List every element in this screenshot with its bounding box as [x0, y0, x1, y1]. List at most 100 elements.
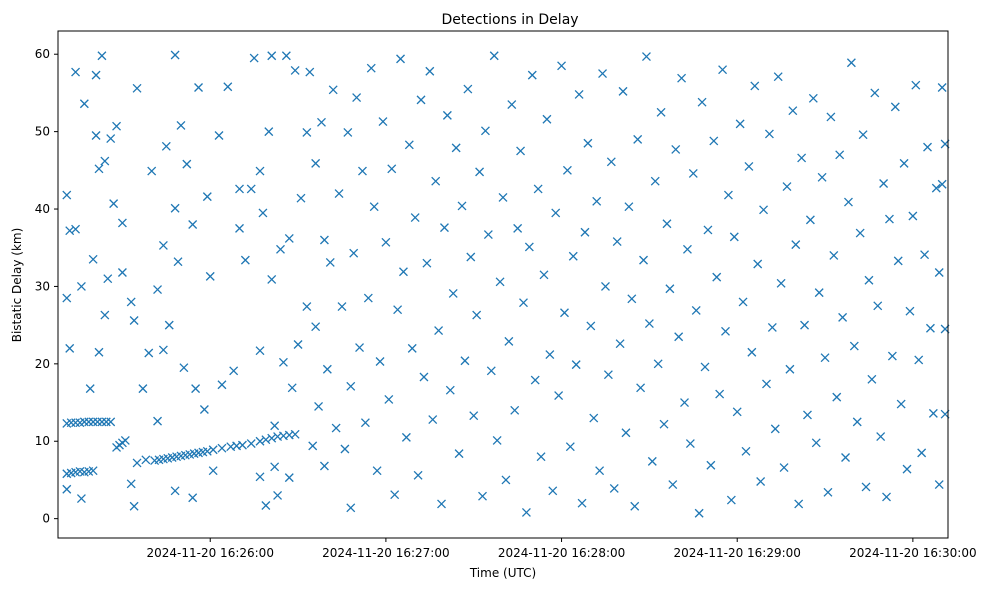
data-point	[858, 130, 868, 140]
data-point	[914, 355, 924, 365]
data-point	[662, 219, 672, 229]
data-point	[583, 138, 593, 148]
data-point	[188, 493, 198, 503]
data-point	[601, 281, 610, 291]
data-point	[202, 192, 212, 202]
data-point	[685, 439, 695, 449]
data-point	[753, 259, 763, 269]
data-point	[920, 250, 930, 260]
data-point	[876, 432, 886, 442]
data-point	[158, 240, 168, 250]
data-point	[691, 305, 701, 315]
x-axis-label: Time (UTC)	[469, 566, 536, 580]
data-point	[788, 106, 798, 116]
data-point	[129, 501, 139, 511]
data-point	[706, 460, 716, 470]
data-point	[609, 484, 619, 493]
data-point	[62, 190, 72, 200]
data-point	[776, 278, 786, 288]
data-point	[66, 418, 76, 428]
data-point	[937, 83, 947, 92]
data-point	[759, 205, 769, 215]
data-point	[630, 501, 640, 511]
data-point	[141, 455, 151, 465]
data-point	[835, 150, 845, 160]
x-tick-label: 2024-11-20 16:26:00	[147, 546, 274, 560]
data-point	[173, 257, 183, 267]
data-point	[817, 172, 827, 182]
data-point	[507, 100, 517, 109]
data-point	[188, 220, 198, 229]
data-point	[887, 351, 897, 361]
data-point	[290, 66, 300, 75]
data-point	[401, 432, 411, 442]
data-point	[255, 436, 265, 446]
plot-area	[62, 50, 950, 518]
data-point	[84, 417, 94, 427]
data-point	[264, 127, 274, 137]
data-point	[71, 67, 81, 77]
data-point	[117, 218, 127, 228]
data-point	[577, 498, 587, 508]
data-point	[650, 176, 660, 186]
data-point	[480, 126, 490, 136]
data-point	[870, 88, 880, 98]
data-point	[337, 302, 347, 312]
data-point	[170, 486, 180, 496]
data-point	[715, 389, 725, 399]
data-point	[120, 436, 130, 445]
data-point	[562, 165, 572, 175]
data-point	[495, 277, 505, 287]
data-point	[138, 384, 148, 394]
data-point	[76, 494, 86, 503]
data-point	[375, 357, 385, 366]
data-point	[255, 346, 265, 356]
data-point	[176, 120, 186, 130]
data-point	[270, 421, 280, 431]
data-point	[445, 385, 455, 395]
data-point	[615, 339, 625, 349]
data-point	[908, 211, 918, 221]
data-point	[235, 223, 244, 233]
data-point	[451, 143, 461, 153]
data-point	[744, 161, 754, 171]
data-point	[355, 343, 365, 353]
data-point	[404, 140, 414, 150]
data-point	[890, 102, 900, 112]
data-point	[237, 440, 247, 450]
data-point	[545, 350, 555, 360]
data-point	[267, 433, 277, 443]
data-point	[697, 97, 707, 107]
data-point	[805, 215, 815, 225]
data-point	[71, 224, 81, 234]
data-point	[782, 182, 792, 192]
data-point	[732, 407, 742, 417]
data-point	[726, 495, 736, 505]
data-point	[475, 167, 485, 177]
data-point	[937, 179, 947, 189]
data-point	[718, 65, 728, 75]
data-point	[867, 374, 877, 384]
data-point	[560, 308, 569, 318]
data-point	[94, 164, 104, 174]
data-point	[454, 449, 464, 459]
data-point	[278, 357, 288, 367]
data-point	[644, 319, 654, 329]
data-point	[284, 473, 294, 483]
data-point	[431, 176, 441, 186]
plot-frame	[57, 30, 949, 539]
data-point	[293, 340, 303, 349]
data-point	[97, 51, 107, 61]
data-point	[738, 297, 748, 307]
data-point	[773, 72, 783, 82]
data-point	[770, 424, 780, 434]
y-tick-label: 30	[35, 279, 50, 293]
y-tick-label: 0	[42, 512, 50, 526]
data-point	[346, 503, 356, 513]
data-point	[340, 444, 350, 454]
data-point	[820, 353, 830, 363]
data-point	[542, 114, 552, 124]
data-point	[624, 202, 634, 212]
data-point	[106, 134, 116, 144]
